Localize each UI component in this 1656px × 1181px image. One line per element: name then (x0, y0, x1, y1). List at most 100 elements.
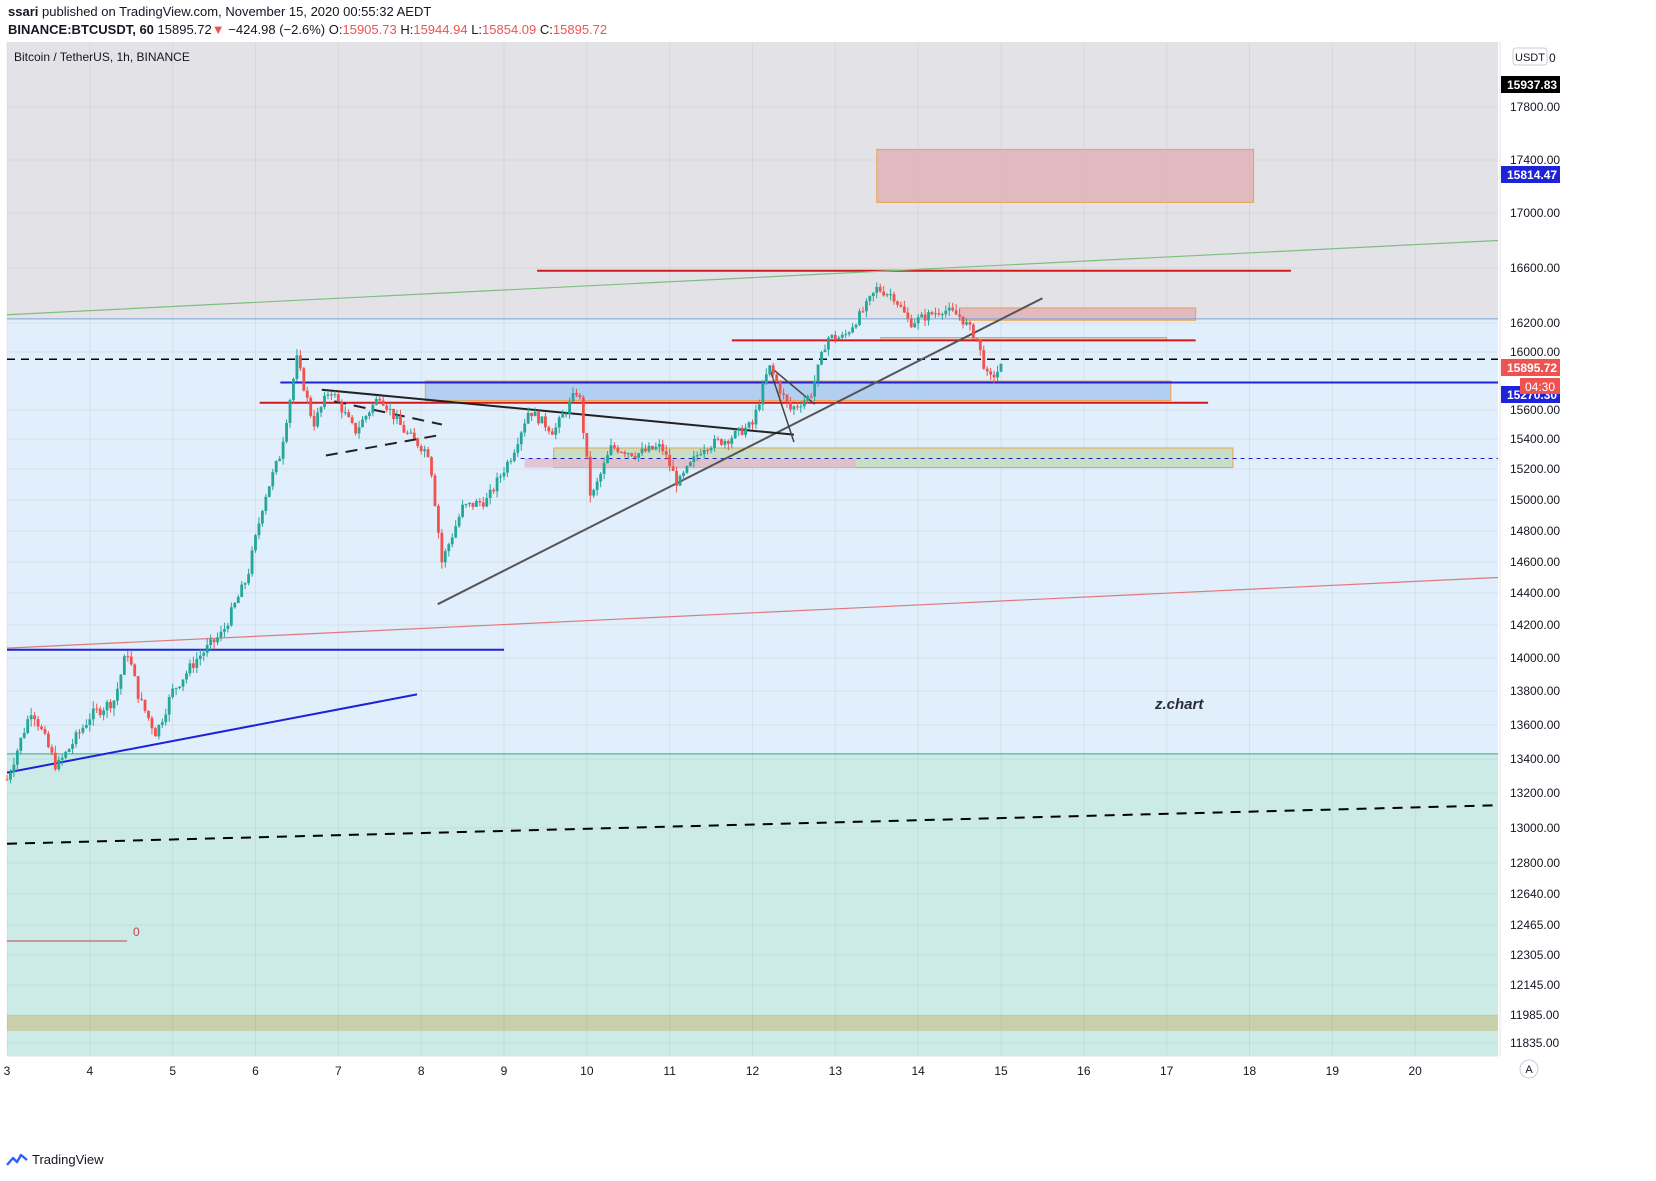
candle-body (671, 466, 675, 471)
candle-body (381, 400, 385, 406)
candle-body (471, 502, 475, 507)
resistance-zone-top (876, 148, 1255, 203)
candle-body (216, 637, 219, 643)
candle-body (875, 286, 879, 293)
candle-body (140, 698, 144, 700)
candle-body (554, 427, 558, 435)
candle-body (78, 732, 81, 734)
candle-body (885, 294, 889, 296)
candle-body (744, 427, 747, 435)
down-arrow-icon: ▼ (211, 22, 225, 37)
candle-body (399, 415, 402, 425)
candle-body (982, 350, 986, 369)
currency-badge (1512, 47, 1548, 66)
candle-body (267, 486, 271, 497)
candle-body (889, 294, 892, 296)
candle-body (578, 395, 582, 398)
candle-body (160, 722, 164, 725)
candle-body (461, 504, 464, 517)
candle-body (930, 312, 934, 315)
y-tick-label: 11835.00 (1510, 1036, 1559, 1050)
candle-body (333, 394, 337, 396)
candle-body (951, 307, 955, 311)
candle-body (209, 639, 213, 646)
candle-body (623, 452, 627, 454)
candle-body (409, 432, 413, 434)
candle-body (36, 719, 40, 727)
candle-body (12, 764, 16, 773)
candle-body (920, 314, 924, 318)
candle-body (799, 406, 803, 408)
candle-body (319, 407, 323, 413)
candle-body (191, 663, 195, 668)
candle-body (519, 432, 523, 445)
candle-body (778, 381, 782, 394)
candle-body (989, 371, 993, 375)
candle-body (336, 394, 340, 402)
y-tick-label: 14200.00 (1510, 618, 1560, 632)
candle-body (433, 475, 437, 506)
candle-body (129, 656, 133, 665)
candle-body (509, 460, 513, 462)
y-tick-label: 13800.00 (1510, 684, 1560, 698)
author-name[interactable]: ssari (8, 4, 39, 19)
watermark: z.chart (1154, 696, 1204, 713)
candle-body (668, 454, 672, 467)
x-tick-label: 12 (746, 1064, 760, 1078)
candle-body (723, 440, 727, 445)
candle-body (157, 724, 161, 737)
x-tick-label: 15 (994, 1064, 1008, 1078)
candle-body (171, 688, 175, 698)
candle-body (747, 422, 751, 428)
y-tick-label: 14000.00 (1510, 651, 1560, 665)
candle-body (896, 301, 899, 305)
candle-body (174, 688, 178, 690)
candle-body (233, 603, 237, 608)
candle-body (367, 412, 371, 417)
candle-body (5, 779, 9, 781)
candle-body (654, 446, 658, 450)
candle-body (392, 408, 395, 420)
candle-body (33, 715, 37, 720)
published-text: published on TradingView.com, November 1… (42, 4, 432, 19)
candle-body (544, 416, 547, 428)
candle-body (133, 664, 137, 677)
candle-body (64, 751, 68, 758)
x-tick-label: 19 (1326, 1064, 1340, 1078)
y-tick-label: 15200.00 (1510, 462, 1560, 476)
candle-body (354, 422, 357, 434)
candle-body (847, 332, 851, 335)
candle-body (506, 461, 509, 473)
candle-body (937, 313, 941, 315)
candle-body (530, 412, 534, 417)
level-price-tag-text: 15814.47 (1507, 168, 1557, 182)
candle-body (975, 338, 979, 340)
candle-body (827, 337, 830, 350)
candle-body (626, 453, 630, 455)
x-tick-label: 14 (911, 1064, 925, 1078)
candle-body (588, 456, 592, 496)
y-tick-label: 13000.00 (1510, 821, 1560, 835)
candle-body (899, 304, 903, 307)
candle-body (312, 415, 316, 427)
candle-body (316, 412, 320, 427)
candle-body (816, 364, 820, 382)
footer-brand[interactable]: TradingView (6, 1152, 104, 1167)
candle-body (702, 449, 706, 454)
candle-body (609, 445, 613, 456)
candle-body (868, 296, 872, 302)
candle-body (364, 416, 368, 420)
candle-body (243, 583, 247, 585)
candle-body (185, 673, 188, 680)
candle-body (709, 447, 713, 451)
candle-body (419, 446, 423, 452)
candle-body (74, 732, 78, 745)
candle-body (67, 748, 71, 752)
candle-body (758, 404, 761, 410)
candle-body (488, 489, 492, 499)
candle-body (999, 363, 1003, 372)
x-tick-label: 13 (829, 1064, 843, 1078)
candle-body (512, 452, 516, 461)
candle-body (809, 396, 813, 398)
